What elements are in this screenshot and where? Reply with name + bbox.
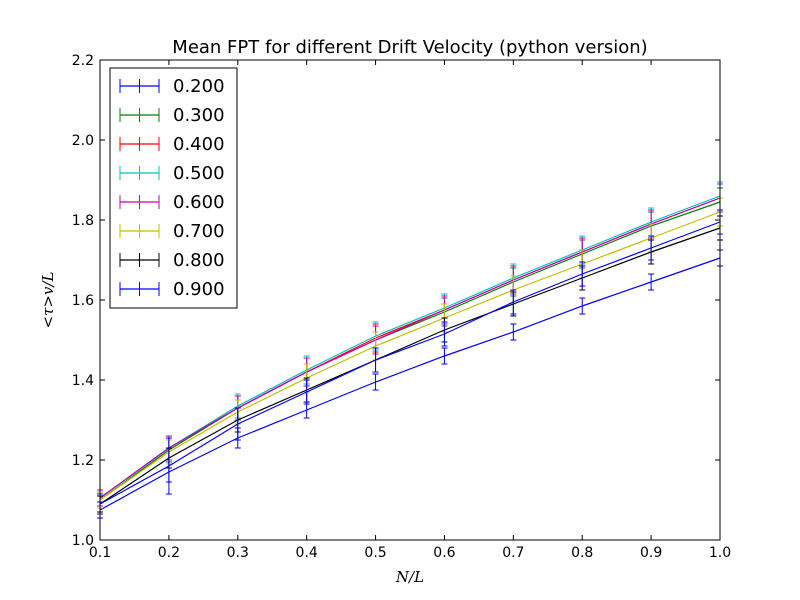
legend-entry: 0.800 bbox=[119, 250, 225, 271]
y-tick-label: 1.2 bbox=[72, 453, 94, 469]
legend-entry: 0.300 bbox=[119, 105, 225, 126]
axis-ticks: 0.1 0.2 0.3 0.4 0.5 0.6 0.7 0.8 0.9 1.0 1.0 1.2 1.4 1… bbox=[72, 53, 731, 561]
legend-entry: 0.900 bbox=[119, 279, 225, 300]
y-axis-label: <τ>v/L bbox=[39, 272, 57, 329]
x-tick-label: 0.8 bbox=[571, 545, 593, 561]
legend-entry: 0.500 bbox=[119, 163, 225, 184]
legend-label: 0.600 bbox=[173, 192, 225, 213]
y-tick-label: 1.8 bbox=[72, 213, 94, 229]
series-line bbox=[99, 197, 721, 499]
legend-entry: 0.200 bbox=[119, 76, 225, 97]
legend-items: 0.200 0.300 0.400 0.500 0.600 0.700 0.800 0.900 bbox=[119, 76, 225, 300]
series-line bbox=[99, 221, 721, 505]
legend-label: 0.300 bbox=[173, 105, 225, 126]
series-line bbox=[99, 201, 721, 501]
x-tick-label: 0.5 bbox=[364, 545, 386, 561]
legend-entry: 0.600 bbox=[119, 192, 225, 213]
y-tick-label: 1.0 bbox=[72, 533, 94, 549]
legend-label: 0.200 bbox=[173, 76, 225, 97]
legend-label: 0.800 bbox=[173, 250, 225, 271]
x-tick-label: 0.3 bbox=[227, 545, 249, 561]
y-tick-label: 1.4 bbox=[72, 373, 94, 389]
legend: 0.200 0.300 0.400 0.500 0.600 0.700 0.800 0.900 bbox=[109, 67, 238, 309]
legend-box bbox=[109, 67, 238, 309]
legend-label: 0.500 bbox=[173, 163, 225, 184]
legend-entry: 0.700 bbox=[119, 221, 225, 242]
plot-area: 0.1 0.2 0.3 0.4 0.5 0.6 0.7 0.8 0.9 1.0 1.0 1.2 1.4 1… bbox=[72, 53, 731, 561]
y-tick-label: 1.6 bbox=[72, 293, 94, 309]
x-tick-label: 0.6 bbox=[433, 545, 455, 561]
x-tick-label: 0.1 bbox=[89, 545, 111, 561]
x-axis-label: N/L bbox=[395, 568, 424, 586]
legend-label: 0.700 bbox=[173, 221, 225, 242]
x-tick-label: 1.0 bbox=[709, 545, 731, 561]
series-0.200 bbox=[97, 249, 723, 519]
series-line bbox=[99, 257, 721, 511]
y-tick-label: 2.2 bbox=[72, 53, 94, 69]
series-0.900 bbox=[97, 209, 723, 515]
legend-label: 0.900 bbox=[173, 279, 225, 300]
series-line bbox=[99, 211, 721, 501]
x-tick-label: 0.9 bbox=[640, 545, 662, 561]
legend-label: 0.400 bbox=[173, 134, 225, 155]
series-layer bbox=[97, 181, 723, 519]
x-tick-label: 0.4 bbox=[296, 545, 318, 561]
series-line bbox=[99, 227, 721, 505]
chart-title: Mean FPT for different Drift Velocity (p… bbox=[172, 37, 647, 58]
y-tick-label: 2.0 bbox=[72, 133, 94, 149]
x-tick-label: 0.2 bbox=[158, 545, 180, 561]
series-line bbox=[99, 195, 721, 499]
x-tick-label: 0.7 bbox=[502, 545, 524, 561]
legend-entry: 0.400 bbox=[119, 134, 225, 155]
